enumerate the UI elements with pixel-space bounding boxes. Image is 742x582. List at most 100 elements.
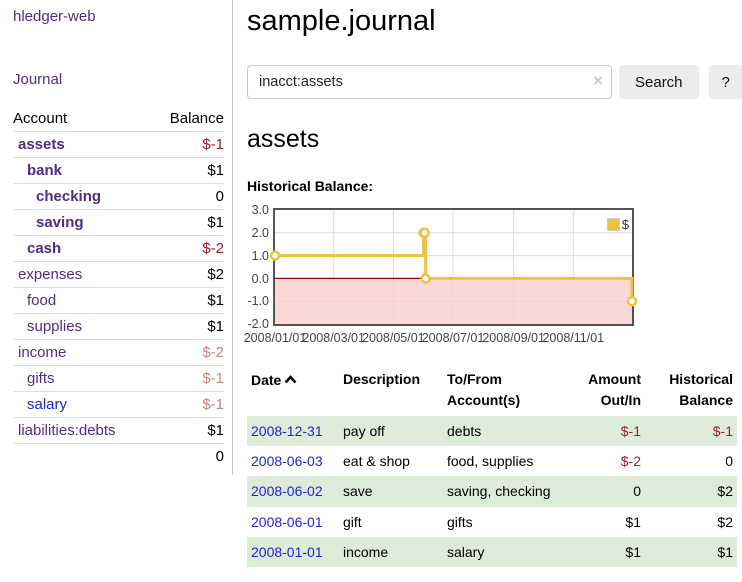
txn-description: eat & shop <box>343 453 410 470</box>
account-link-bank[interactable]: bank <box>27 162 63 179</box>
accounts-total-value: 0 <box>151 443 224 469</box>
chart-plot-area[interactable]: $ 3.0 2.0 1.0 0.0 -1.0 -2.0 2008/01/01 2008/03/… <box>244 203 638 345</box>
account-row-cash: cash $-2 <box>13 235 224 262</box>
account-link-supplies[interactable]: supplies <box>27 318 83 335</box>
account-row-liabilities-debts: liabilities:debts $1 <box>13 417 224 444</box>
account-balance: 0 <box>151 183 224 210</box>
chart-title: Historical Balance: <box>247 178 374 195</box>
account-link-assets[interactable]: assets <box>18 136 65 153</box>
y-tick-label: 0.0 <box>251 271 269 286</box>
account-link-gifts[interactable]: gifts <box>27 370 55 387</box>
txn-amount: $1 <box>625 513 641 530</box>
txn-date-link[interactable]: 2008-06-03 <box>251 453 323 470</box>
txn-amount: $-1 <box>620 422 641 439</box>
account-row-gifts: gifts $-1 <box>13 365 224 392</box>
txn-accounts: food, supplies <box>447 453 534 470</box>
y-tick-label: 2.0 <box>251 226 269 241</box>
register-row: 2008-06-01 gift gifts $1 $2 <box>247 507 737 537</box>
legend-swatch-icon <box>606 218 620 232</box>
col-header-amount: Amount Out/In <box>588 371 641 408</box>
account-balance: $-2 <box>151 339 224 366</box>
accounts-header-row: Account Balance <box>13 106 224 132</box>
txn-description: income <box>343 544 389 561</box>
register-row: 2008-06-03 eat & shop food, supplies $-2… <box>247 446 737 476</box>
col-header-accounts: To/From Account(s) <box>447 371 521 408</box>
x-tick-label: 2008/03/01 <box>302 331 365 346</box>
account-link-food[interactable]: food <box>27 292 57 309</box>
sort-asc-icon <box>284 369 297 389</box>
txn-date-link[interactable]: 2008-06-01 <box>251 513 323 530</box>
x-tick-label: 2008/05/01 <box>362 331 425 346</box>
account-row-bank: bank $1 <box>13 157 224 184</box>
accounts-total-row: 0 <box>13 443 224 469</box>
account-row-food: food $1 <box>13 287 224 314</box>
accounts-table: Account Balance assets $-1 bank $1 check… <box>13 106 224 469</box>
account-row-assets: assets $-1 <box>13 131 224 158</box>
txn-description: pay off <box>343 422 385 439</box>
txn-balance: $2 <box>717 483 733 500</box>
account-link-salary[interactable]: salary <box>27 396 68 413</box>
account-row-saving: saving $1 <box>13 209 224 236</box>
account-link-liabilities-debts[interactable]: liabilities:debts <box>18 422 116 439</box>
txn-date-link[interactable]: 2008-01-01 <box>251 544 323 561</box>
account-balance: $1 <box>151 313 224 340</box>
account-balance: $-1 <box>151 391 224 418</box>
account-balance: $1 <box>151 209 224 236</box>
col-header-balance: Historical Balance <box>669 371 733 408</box>
register-header-row: Date Description To/From Account(s) Amou… <box>247 366 737 416</box>
txn-accounts: gifts <box>447 513 473 530</box>
account-balance: $1 <box>151 417 224 444</box>
x-tick-label: 2008/07/01 <box>421 331 485 346</box>
balance-chart: $ 3.0 2.0 1.0 0.0 -1.0 -2.0 2008/01/01 2008/03/… <box>244 203 638 345</box>
txn-accounts: saving, checking <box>447 483 551 500</box>
account-link-cash[interactable]: cash <box>27 240 62 257</box>
txn-amount: $-2 <box>620 453 641 470</box>
help-button[interactable]: ? <box>708 65 742 100</box>
account-row-supplies: supplies $1 <box>13 313 224 340</box>
legend-label: $ <box>621 217 629 233</box>
txn-amount: 0 <box>633 483 641 500</box>
txn-date-link[interactable]: 2008-06-02 <box>251 483 323 500</box>
register-row: 2008-12-31 pay off debts $-1 $-1 <box>247 415 737 447</box>
account-link-expenses[interactable]: expenses <box>18 266 83 283</box>
accounts-header-account: Account <box>13 106 152 132</box>
clear-search-icon[interactable]: × <box>593 71 603 91</box>
txn-balance: 0 <box>725 453 733 470</box>
search-input[interactable] <box>247 65 612 100</box>
chart-legend: $ <box>606 217 629 233</box>
account-link-saving[interactable]: saving <box>36 214 84 231</box>
txn-amount: $1 <box>625 544 641 561</box>
txn-balance: $1 <box>717 544 733 561</box>
main-content: sample.journal × Search ? assets Histori… <box>233 0 742 577</box>
brand: hledger-web <box>13 8 224 26</box>
account-link-checking[interactable]: checking <box>36 188 102 205</box>
y-tick-label: -1.0 <box>247 294 269 309</box>
col-header-description: Description <box>343 371 421 388</box>
search-button[interactable]: Search <box>619 65 699 100</box>
y-tick-label: 3.0 <box>251 203 269 218</box>
account-link-income[interactable]: income <box>18 344 67 361</box>
sidebar-nav: Journal <box>13 71 224 89</box>
account-balance: $1 <box>151 287 224 314</box>
txn-date-link[interactable]: 2008-12-31 <box>251 422 323 439</box>
account-balance: $-1 <box>151 131 224 158</box>
account-balance: $-1 <box>151 365 224 392</box>
col-header-date[interactable]: Date <box>247 366 343 416</box>
page-title: sample.journal <box>247 5 436 37</box>
y-tick-label: 1.0 <box>251 248 269 263</box>
x-tick-label: 2008/01/01 <box>243 331 307 346</box>
register-table: Date Description To/From Account(s) Amou… <box>247 366 737 568</box>
sidebar-item-journal[interactable]: Journal <box>13 71 63 88</box>
txn-description: save <box>343 483 373 500</box>
sidebar: hledger-web Journal Account Balance asse… <box>0 0 233 475</box>
brand-link[interactable]: hledger-web <box>13 8 96 25</box>
account-heading: assets <box>247 125 320 154</box>
accounts-header-balance: Balance <box>151 106 224 132</box>
y-tick-label: -2.0 <box>247 317 269 332</box>
account-row-salary: salary $-1 <box>13 391 224 418</box>
x-tick-label: 2008/11/01 <box>542 331 605 346</box>
txn-description: gift <box>343 513 362 530</box>
search-box: × <box>247 65 612 100</box>
search-form: × Search ? <box>247 65 742 100</box>
